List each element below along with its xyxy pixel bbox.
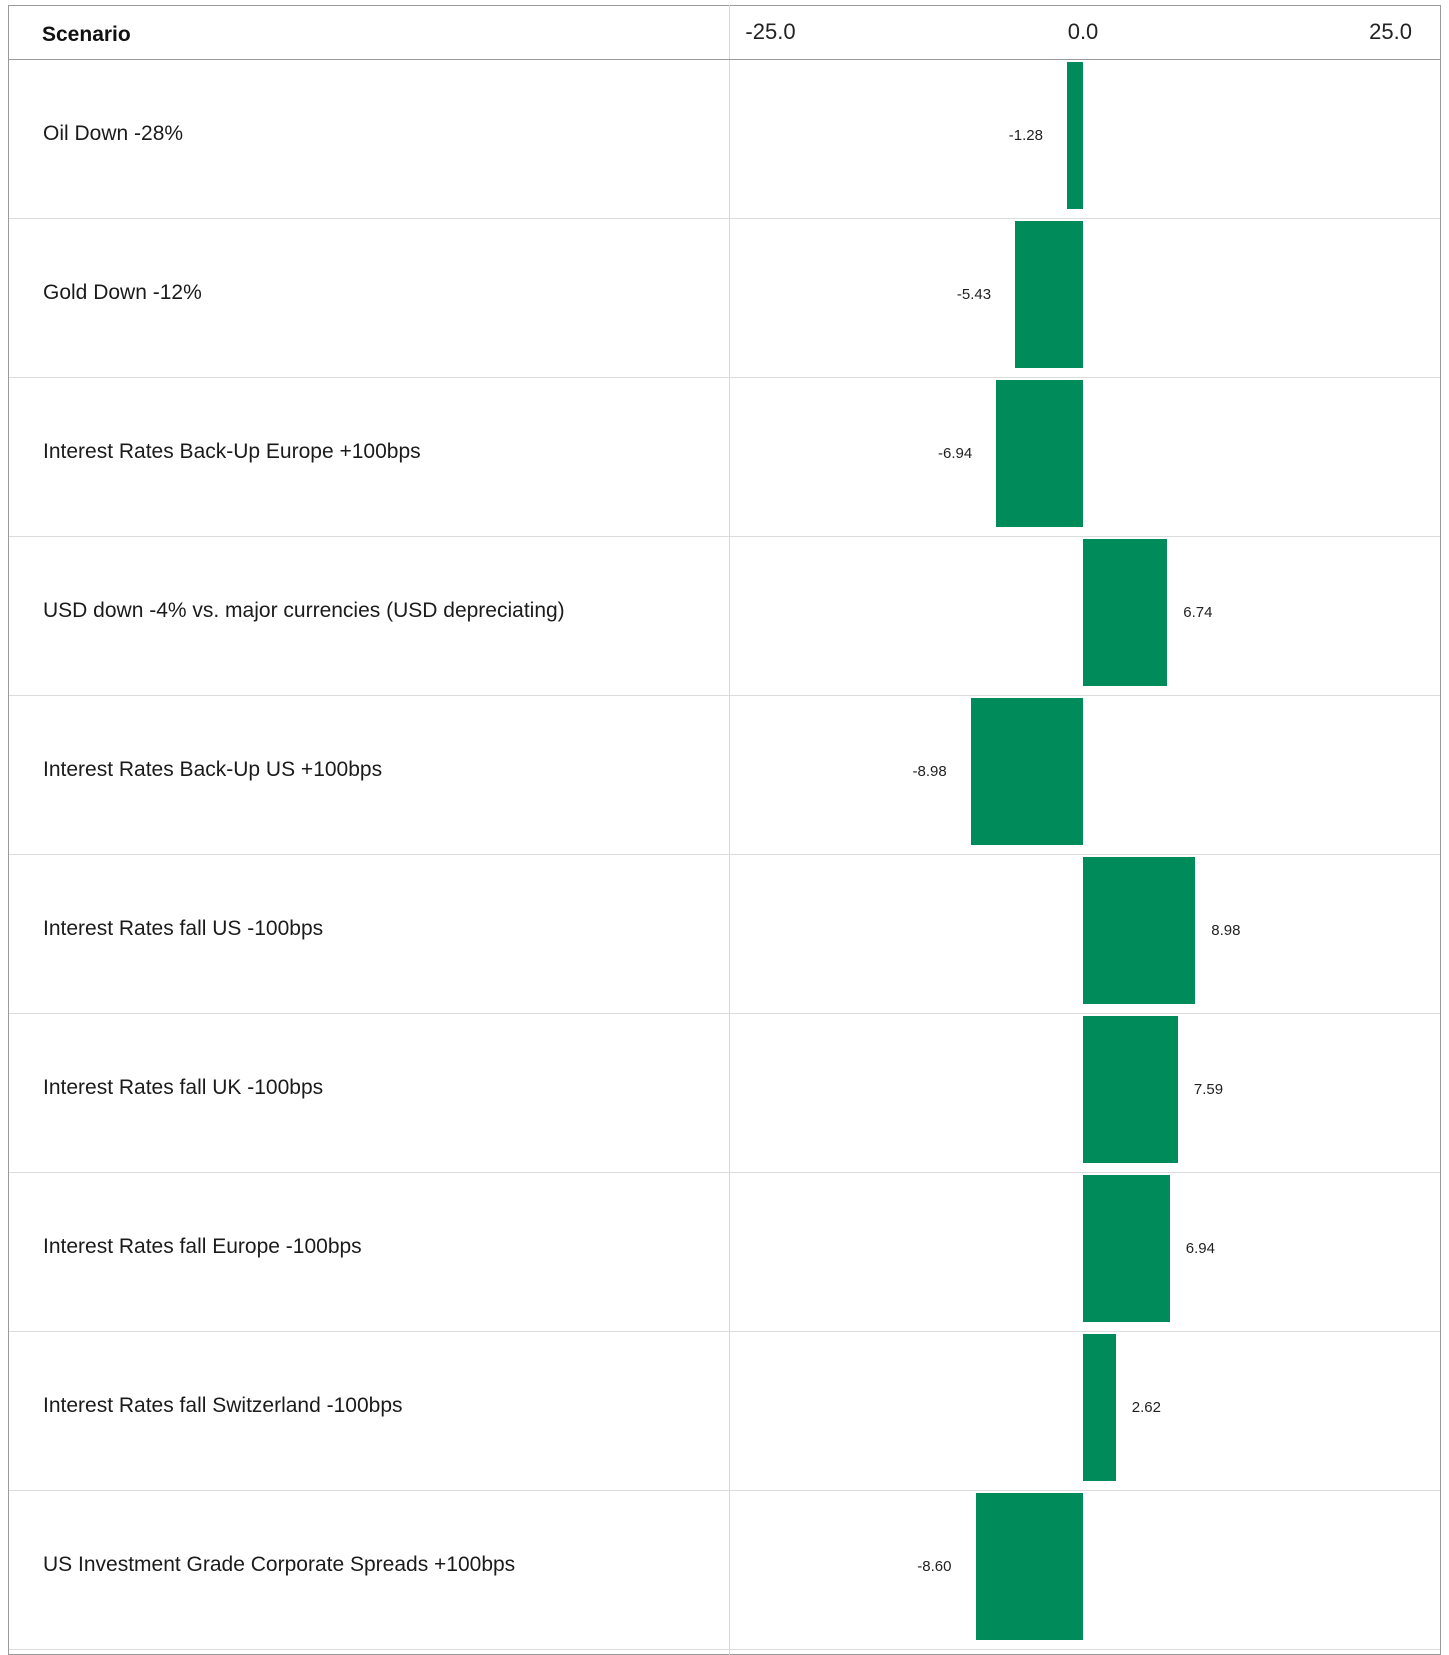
axis-tick-label: -25.0 — [745, 19, 796, 44]
bar — [1067, 62, 1083, 209]
table-row: USD down -4% vs. major currencies (USD d… — [9, 537, 1440, 696]
scenario-label: Oil Down -28% — [43, 122, 184, 145]
table-row: Interest Rates fall Switzerland -100bps — [9, 1332, 1440, 1491]
scenario-label: Interest Rates fall Europe -100bps — [43, 1235, 362, 1258]
table-row: Interest Rates Back-Up US +100bps — [9, 696, 1440, 855]
bar — [1083, 1016, 1178, 1163]
table-row: Oil Down -28% — [9, 60, 1440, 219]
scenario-label: Interest Rates fall US -100bps — [43, 917, 324, 940]
bar — [970, 698, 1083, 845]
bar-value-label: -8.60 — [917, 1557, 952, 1575]
bar-value-label: 6.94 — [1185, 1239, 1215, 1257]
axis-tick-label: 0.0 — [1067, 19, 1099, 44]
bar — [1015, 221, 1083, 368]
bar-value-label: -5.43 — [956, 285, 992, 303]
table-row: Interest Rates fall UK -100bps — [9, 1014, 1440, 1173]
scenario-label: Interest Rates Back-Up US +100bps — [43, 758, 383, 781]
scenario-column-header: Scenario — [42, 23, 131, 46]
scenario-label: Interest Rates Back-Up Europe +100bps — [43, 440, 421, 463]
bar — [1083, 1334, 1116, 1481]
bar — [975, 1493, 1083, 1640]
scenario-label: Interest Rates fall UK -100bps — [43, 1076, 324, 1099]
table-row: Interest Rates fall Europe -100bps — [9, 1173, 1440, 1332]
scenario-label: USD down -4% vs. major currencies (USD d… — [43, 599, 565, 622]
scenario-label: Gold Down -12% — [43, 281, 202, 304]
table-row: US Investment Grade Corporate Spreads +1… — [9, 1491, 1440, 1650]
bar-value-label: -1.28 — [1008, 126, 1043, 144]
bar-value-label: 2.62 — [1131, 1398, 1161, 1416]
scenario-label: Interest Rates fall Switzerland -100bps — [43, 1394, 403, 1417]
bar-value-label: 8.98 — [1211, 921, 1241, 939]
bar — [1083, 857, 1196, 1004]
bar-value-label: -6.94 — [938, 444, 973, 462]
table-row: Interest Rates fall US -100bps — [9, 855, 1440, 1014]
bar-value-label: 7.59 — [1193, 1080, 1224, 1098]
table-row: Gold Down -12% — [9, 219, 1440, 378]
bar — [1083, 539, 1168, 686]
bar-value-label: -8.98 — [912, 762, 947, 780]
table-row: Interest Rates Back-Up Europe +100bps — [9, 378, 1440, 537]
table-header: Scenario — [8, 5, 1441, 60]
column-divider — [729, 5, 730, 1655]
bar-value-label: 6.74 — [1183, 603, 1213, 621]
axis-tick-label: 25.0 — [1369, 19, 1412, 44]
bar — [996, 380, 1083, 527]
scenario-label: US Investment Grade Corporate Spreads +1… — [43, 1553, 516, 1576]
bar — [1083, 1175, 1170, 1322]
